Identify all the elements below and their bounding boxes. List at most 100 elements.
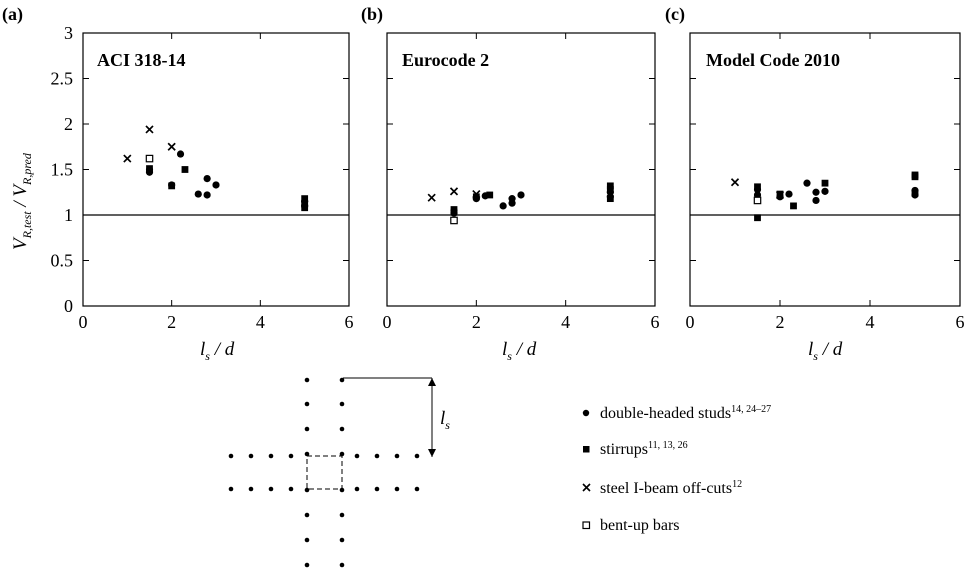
dimension-arrow-top — [428, 378, 436, 386]
x-tick-label: 0 — [79, 312, 88, 332]
x-axis-label-b: ls / d — [502, 339, 537, 363]
stud-dot — [394, 453, 400, 459]
stirrup-point — [606, 186, 614, 193]
legend-item-i-beam: steel I-beam off-cuts12 — [582, 479, 742, 497]
plot-frame-a — [82, 32, 350, 307]
y-axis-ticks-c — [690, 32, 960, 307]
panel-label-b: (b) — [361, 4, 383, 25]
panel-b: (b) Eurocode 2 0 2 4 6 ls / d — [361, 4, 660, 363]
legend: double-headed studs14, 24–27 stirrups11,… — [582, 404, 771, 534]
y-tick-label: 1.5 — [51, 160, 74, 180]
x-tick-label: 2 — [776, 312, 785, 332]
x-axis-label-c: ls / d — [808, 339, 843, 363]
panel-a: (a) ACI 318-14 0 0.5 1 1.5 2 2.5 3 0 2 4 6 ls / d… — [2, 4, 354, 363]
open-square-marker-icon — [582, 521, 591, 530]
stud-dot — [394, 486, 400, 492]
stirrup-point — [606, 195, 614, 203]
stud-dot — [414, 453, 420, 459]
stud-point — [812, 196, 820, 205]
panel-c: (c) Model Code 2010 0 2 4 6 ls / d — [665, 4, 965, 363]
stud-point — [499, 202, 507, 210]
i-beam-point — [145, 125, 154, 134]
legend-label-i-beam: steel I-beam off-cuts12 — [600, 479, 742, 497]
stud-dot — [268, 486, 274, 492]
stud-point — [508, 199, 516, 207]
stud-point — [176, 150, 185, 158]
stirrup-point — [472, 193, 480, 201]
y-tick-label: 2.5 — [51, 69, 74, 89]
stud-dot — [339, 487, 345, 493]
legend-label-stirrups: stirrups11, 13, 26 — [600, 440, 688, 458]
stud-dot — [304, 562, 310, 568]
stud-dot — [339, 537, 345, 543]
cross-marker-icon — [582, 483, 591, 492]
plot-frame-c — [689, 32, 961, 307]
stirrup-point — [911, 189, 919, 197]
column-outline — [306, 455, 343, 490]
x-tick-label: 6 — [345, 312, 354, 332]
stud-point — [812, 188, 820, 196]
x-axis-ticks-b: 0 2 4 6 — [383, 33, 660, 332]
stirrup-point — [301, 195, 309, 203]
stud-dot — [339, 562, 345, 568]
stud-dot — [304, 537, 310, 543]
stud-point — [194, 190, 202, 198]
data-points-a — [123, 125, 309, 212]
stud-dot — [228, 486, 234, 492]
dimension-label: ls — [440, 408, 450, 432]
stirrup-point — [606, 182, 614, 190]
i-beam-point — [123, 154, 132, 163]
legend-item-stirrups: stirrups11, 13, 26 — [583, 440, 688, 458]
stirrup-point — [450, 206, 458, 213]
chart-title-b: Eurocode 2 — [402, 50, 489, 70]
reinforcement-schematic: ls — [228, 377, 450, 568]
stirrup-point — [790, 202, 797, 210]
x-axis-label-a: ls / d — [200, 339, 235, 363]
stud-point — [212, 181, 220, 189]
y-tick-label: 1 — [64, 205, 73, 225]
filled-square-marker-icon — [583, 446, 590, 453]
i-beam-point — [472, 189, 481, 199]
x-tick-label: 6 — [651, 312, 660, 332]
stud-dot — [304, 377, 310, 383]
y-tick-label: 2 — [64, 114, 73, 134]
x-tick-label: 2 — [472, 312, 481, 332]
y-axis-ticks-b — [387, 32, 655, 307]
stud-dot — [339, 377, 345, 383]
i-beam-point — [775, 190, 785, 200]
i-beam-point — [167, 142, 176, 151]
stud-dot — [414, 486, 420, 492]
stud-dot — [339, 512, 345, 518]
x-tick-label: 2 — [167, 312, 176, 332]
stirrup-point — [911, 173, 919, 181]
stud-point — [785, 190, 793, 198]
stud-point — [203, 175, 211, 183]
stud-dot — [354, 486, 360, 492]
i-beam-point — [427, 193, 436, 202]
stud-dot — [339, 401, 345, 407]
data-points-c — [730, 171, 919, 222]
y-tick-label: 0 — [64, 296, 73, 316]
stud-dot — [268, 453, 274, 459]
stud-dots — [228, 377, 420, 568]
y-tick-label: 0.5 — [51, 251, 74, 271]
plot-frame-b — [386, 32, 656, 307]
legend-item-bent-up: bent-up bars — [582, 517, 680, 534]
bent-up-point — [753, 196, 762, 205]
panel-label-c: (c) — [665, 4, 685, 25]
legend-item-studs: double-headed studs14, 24–27 — [582, 404, 771, 422]
bent-up-point — [450, 216, 458, 225]
stirrup-point — [486, 191, 494, 199]
x-axis-ticks-c: 0 2 4 6 — [686, 33, 965, 332]
stud-dot — [374, 486, 380, 492]
stud-dot — [288, 486, 294, 492]
stirrup-point — [146, 165, 153, 172]
stud-point — [517, 191, 525, 199]
stud-dot — [339, 451, 345, 457]
x-tick-label: 0 — [383, 312, 392, 332]
stirrup-point — [301, 204, 309, 212]
stud-dot — [339, 426, 345, 432]
stirrup-point — [754, 214, 761, 222]
stud-point — [203, 191, 211, 199]
stirrup-point — [168, 182, 176, 190]
